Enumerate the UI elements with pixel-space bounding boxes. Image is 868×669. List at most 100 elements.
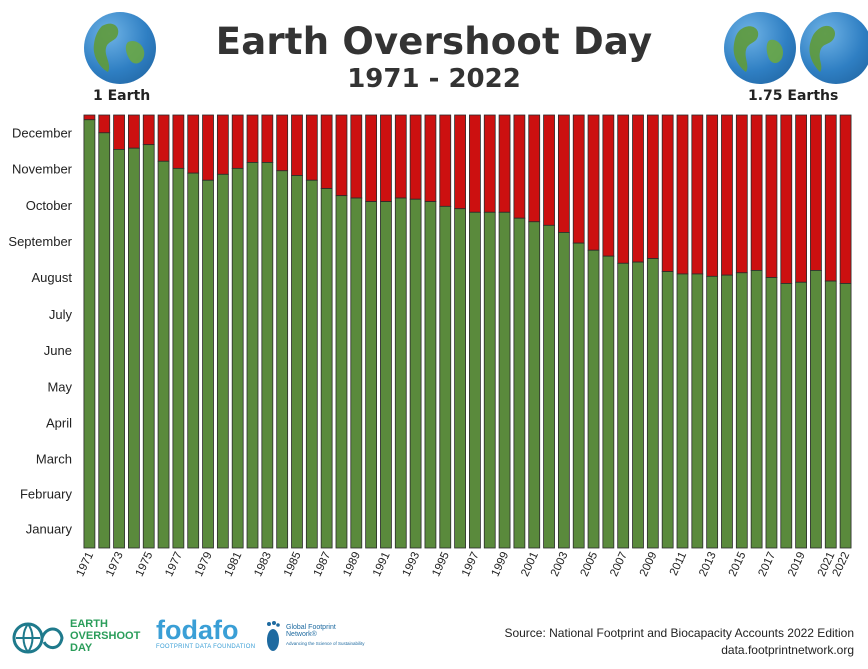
globe-label-right: 1.75 Earths [748,88,839,104]
bar-overshoot-1989 [350,114,363,199]
bar-overshoot-1979 [202,114,214,181]
bar-overshoot-day-1995 [439,205,452,549]
logo1-line3: DAY [70,642,93,654]
bar-overshoot-1992 [394,114,407,199]
bar-overshoot-day-2014 [721,274,733,549]
y-tick-label: December [12,125,73,140]
y-tick-label: October [26,198,73,213]
bar-overshoot-2003 [557,114,570,233]
bar-overshoot-day-2017 [765,277,778,549]
bar-overshoot-1976 [157,114,170,162]
bar-overshoot-day-1992 [394,197,407,549]
chart-subtitle: 1971 - 2022 [347,64,521,94]
bar-overshoot-day-2016 [750,270,763,549]
bar-overshoot-1990 [365,114,378,202]
bar-overshoot-day-1980 [216,173,229,549]
x-tick-label: 1993 [401,550,423,578]
bar-overshoot-day-2003 [557,232,570,549]
bar-overshoot-2017 [765,114,778,278]
bar-overshoot-2016 [750,114,763,271]
x-tick-label: 1989 [341,550,363,578]
x-tick-label: 2009 [638,550,660,578]
bar-overshoot-day-2020 [810,270,822,549]
x-tick-label: 1995 [430,550,452,578]
bar-overshoot-1975 [142,114,155,146]
globe-icon-right-2 [800,12,868,84]
chart-title: Earth Overshoot Day [215,20,653,63]
fodafo-wordmark: fodafo [156,615,239,645]
bar-overshoot-2008 [632,114,644,263]
x-tick-label: 2003 [549,550,571,578]
bar-overshoot-day-2010 [661,271,674,549]
bar-overshoot-day-1978 [187,172,200,549]
bar-overshoot-day-2000 [513,217,526,549]
overshoot-loop-icon [12,622,64,654]
bar-overshoot-1995 [439,114,452,207]
bar-overshoot-1983 [261,114,274,163]
bar-overshoot-day-2006 [602,255,615,549]
x-tick-label: 2015 [727,550,749,578]
x-tick-label: 2011 [668,550,689,577]
source-note: Source: National Footprint and Biocapaci… [504,625,854,659]
bar-overshoot-day-1982 [246,162,259,549]
bar-overshoot-1977 [172,114,185,169]
bar-overshoot-day-2021 [824,280,837,549]
bar-overshoot-day-1975 [142,144,155,549]
bar-overshoot-day-1997 [469,211,481,549]
x-tick-label: 2007 [608,550,630,578]
x-tick-label: 1973 [104,550,126,578]
bar-overshoot-2010 [661,114,674,272]
bar-overshoot-2013 [706,114,719,277]
bar-overshoot-day-2019 [795,281,807,549]
bar-overshoot-day-1972 [98,132,111,549]
bar-overshoot-1984 [276,114,289,172]
x-tick-label: 1975 [134,550,156,578]
bar-overshoot-day-1976 [157,160,170,549]
bar-overshoot-day-1994 [424,201,437,549]
y-tick-label: January [26,522,73,537]
bar-overshoot-day-2009 [646,258,659,549]
y-tick-label: November [12,162,73,177]
bar-overshoot-2007 [617,114,630,264]
bar-overshoot-day-1998 [483,211,496,549]
fodafo-logo: fodafo FOOTPRINT DATA FOUNDATION [156,616,256,660]
bar-overshoot-2018 [780,114,793,284]
bar-overshoot-2009 [646,114,659,259]
bar-overshoot-2021 [824,114,837,282]
x-tick-label: 1987 [312,550,334,578]
x-tick-label: 1999 [490,550,512,578]
bar-overshoot-day-1985 [291,175,303,549]
x-tick-label: 1997 [460,550,482,578]
bar-overshoot-2011 [676,114,689,275]
bar-overshoot-day-1996 [454,208,466,549]
y-tick-label: July [49,307,73,322]
bar-overshoot-day-1993 [409,198,422,549]
bar-overshoot-1987 [320,114,333,189]
bar-overshoot-day-2013 [706,275,719,549]
x-tick-label: 2017 [756,550,778,578]
x-tick-label: 1977 [163,550,185,578]
bar-overshoot-1978 [187,114,200,174]
bar-overshoot-day-1989 [350,197,363,549]
bar-overshoot-1998 [483,114,496,213]
bar-overshoot-1986 [305,114,318,181]
bar-overshoot-2015 [735,114,748,274]
bar-overshoot-1994 [424,114,437,202]
bar-overshoot-day-1990 [365,201,378,549]
bar-overshoot-day-2018 [780,283,793,549]
bar-overshoot-day-1984 [276,170,289,549]
bar-overshoot-day-2008 [632,261,644,549]
x-tick-label: 2005 [579,550,601,578]
globe-label-left: 1 Earth [93,88,151,104]
bar-overshoot-1993 [409,114,422,200]
globe-icon-right-1 [724,12,796,84]
x-tick-label: 1991 [371,550,393,578]
y-tick-label: February [20,487,73,502]
bar-overshoot-2005 [587,114,600,251]
bar-overshoot-2001 [528,114,541,223]
bar-overshoot-2004 [572,114,585,244]
bar-overshoot-2006 [602,114,615,257]
bar-overshoot-1980 [216,114,229,175]
bar-overshoot-1991 [380,114,392,202]
